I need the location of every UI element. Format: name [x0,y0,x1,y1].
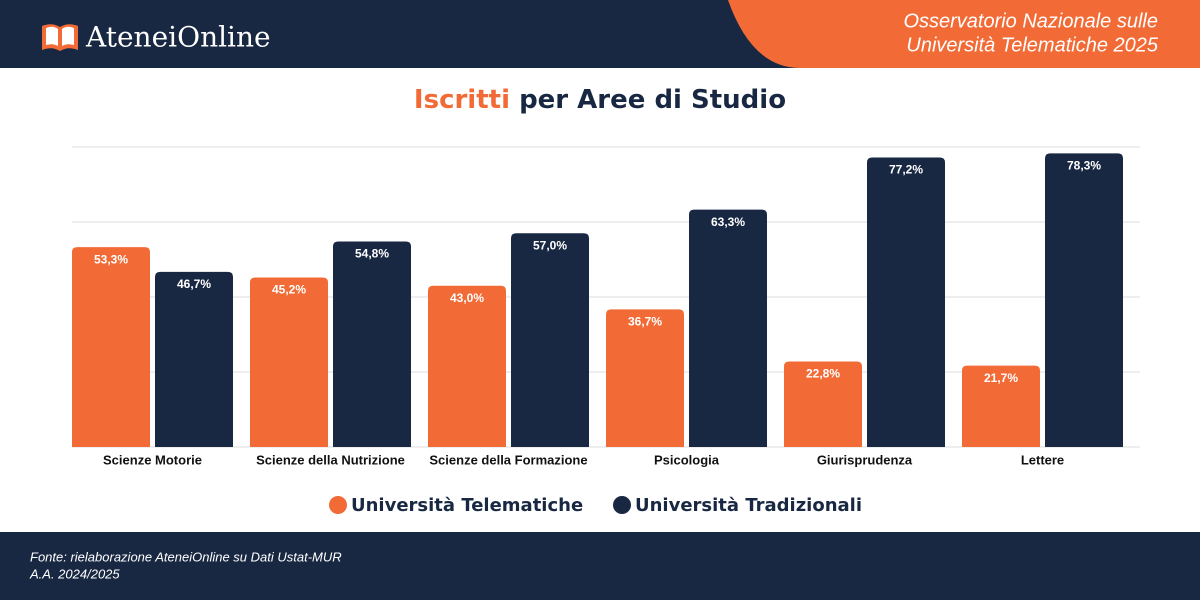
bar [606,309,684,447]
value-label: 57,0% [533,238,567,252]
legend-swatch [613,496,631,514]
title-highlight: Iscritti [414,85,510,115]
bar [962,365,1040,447]
legend-label: Università Tradizionali [635,495,862,516]
value-label: 22,8% [806,367,840,381]
bar [250,277,328,447]
legend-label: Università Telematiche [351,495,583,516]
logo-icon [42,24,78,51]
footer-bar [0,532,1200,600]
chart-title: Iscritti per Aree di Studio [414,85,786,115]
value-label: 53,3% [94,252,128,266]
header-subtitle: Osservatorio Nazionale sulle [903,10,1158,32]
x-tick-label: Scienze della Nutrizione [256,452,405,467]
bar [333,241,411,447]
x-tick-label: Scienze Motorie [103,452,202,467]
value-label: 45,2% [272,283,306,297]
value-label: 21,7% [984,371,1018,385]
x-tick-label: Psicologia [654,452,720,467]
bar [867,157,945,447]
bar [784,361,862,447]
bar [428,285,506,447]
value-label: 78,3% [1067,159,1101,173]
bar [155,271,233,447]
bar [1045,153,1123,447]
header-accent [728,0,1200,68]
x-tick-label: Scienze della Formazione [429,452,587,467]
value-label: 36,7% [628,315,662,329]
value-label: 63,3% [711,215,745,229]
value-label: 54,8% [355,247,389,261]
bar [72,247,150,447]
bar [511,233,589,447]
footer-source: Fonte: rielaborazione AteneiOnline su Da… [30,549,342,564]
bar [689,209,767,447]
value-label: 43,0% [450,291,484,305]
x-tick-label: Lettere [1021,452,1064,467]
legend-swatch [329,496,347,514]
logo-text: AteneiOnline [85,21,271,54]
footer-period: A.A. 2024/2025 [29,566,120,581]
x-tick-label: Giurisprudenza [817,452,913,467]
title-rest: per Aree di Studio [519,85,786,115]
value-label: 77,2% [889,163,923,177]
value-label: 46,7% [177,277,211,291]
header-subtitle: Università Telematiche 2025 [906,34,1158,56]
